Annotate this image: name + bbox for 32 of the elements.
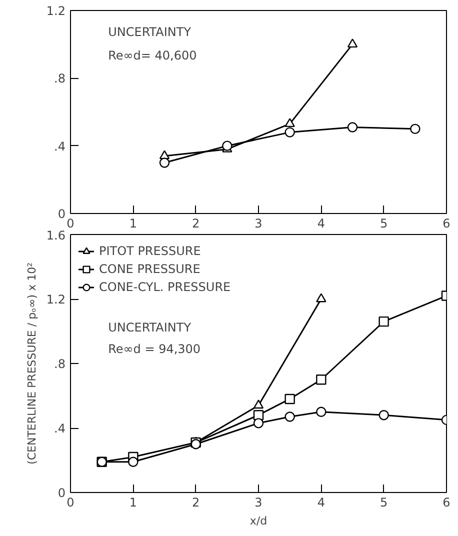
y-tick-label: .4 bbox=[54, 139, 66, 154]
legend-label: PITOT PRESSURE bbox=[99, 243, 201, 260]
y-tick-label: 1.6 bbox=[46, 228, 66, 242]
legend-label: CONE PRESSURE bbox=[99, 261, 200, 278]
x-tick-label: 0 bbox=[66, 216, 74, 230]
x-tick-label: 6 bbox=[442, 216, 450, 230]
x-tick-label: 1 bbox=[129, 496, 137, 510]
y-tick-label: 1.2 bbox=[46, 292, 66, 306]
x-tick-label: 4 bbox=[317, 216, 325, 230]
x-tick-label: 6 bbox=[442, 496, 450, 510]
annotation: UNCERTAINTY bbox=[108, 320, 192, 334]
x-tick-label: 4 bbox=[317, 496, 325, 510]
x-tick-label: 2 bbox=[192, 216, 200, 230]
y-tick-label: .8 bbox=[54, 357, 66, 371]
legend-label: CONE-CYL. PRESSURE bbox=[99, 279, 231, 296]
x-tick-label: 3 bbox=[254, 496, 262, 510]
x-tick-label: 5 bbox=[380, 216, 388, 230]
annotation: Re∞d= 40,600 bbox=[108, 48, 197, 63]
y-axis-title: (CENTERLINE PRESSURE / pₒ∞) x 10² bbox=[25, 262, 38, 464]
x-tick-label: 5 bbox=[380, 496, 388, 510]
x-tick-label: 2 bbox=[192, 496, 200, 510]
x-tick-label: 1 bbox=[129, 216, 137, 230]
y-tick-label: 0 bbox=[58, 486, 66, 500]
y-tick-label: .8 bbox=[54, 72, 66, 86]
x-tick-label: 3 bbox=[254, 216, 262, 230]
annotation: Re∞d = 94,300 bbox=[108, 342, 201, 356]
annotation: UNCERTAINTY bbox=[108, 24, 192, 39]
x-tick-label: 0 bbox=[66, 496, 74, 510]
y-tick-label: 0 bbox=[58, 207, 66, 221]
y-tick-label: 1.2 bbox=[46, 4, 66, 18]
x-axis-title: x/d bbox=[250, 514, 268, 528]
y-tick-label: .4 bbox=[54, 422, 66, 436]
